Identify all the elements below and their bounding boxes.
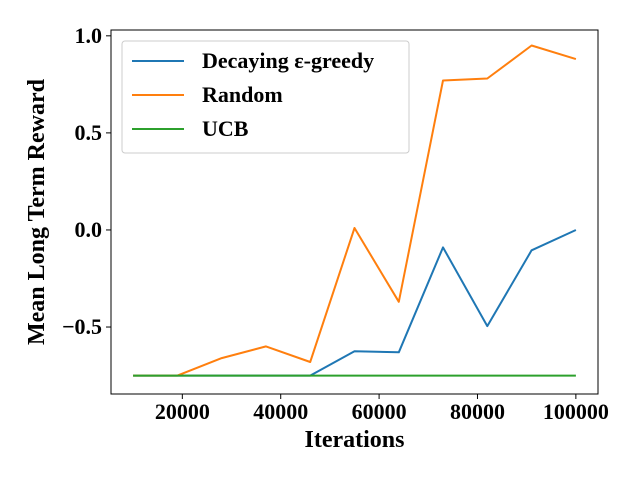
x-tick-label: 60000 xyxy=(352,399,407,424)
x-tick-label: 80000 xyxy=(450,399,505,424)
x-axis-ticks: 20000 40000 60000 80000 100000 xyxy=(155,394,609,424)
x-tick-label: 20000 xyxy=(155,399,210,424)
y-tick-label: 0.0 xyxy=(75,217,103,242)
y-axis-title: Mean Long Term Reward xyxy=(24,78,50,345)
x-tick-label: 40000 xyxy=(253,399,308,424)
series-layer xyxy=(133,44,577,377)
x-axis-title: Iterations xyxy=(305,427,405,453)
y-tick-label: 0.5 xyxy=(75,120,103,145)
series-line-1 xyxy=(133,229,577,377)
x-tick-label: 100000 xyxy=(543,399,609,424)
legend-label-2: Random xyxy=(202,82,283,107)
legend-label-1: Decaying ε-greedy xyxy=(202,48,374,73)
series-line-2 xyxy=(133,44,577,377)
y-tick-label: 1.0 xyxy=(75,23,103,48)
y-axis-ticks: −0.5 0.0 0.5 1.0 xyxy=(62,23,111,339)
legend-box xyxy=(121,40,410,154)
legend: Decaying ε-greedy Random UCB xyxy=(121,40,410,154)
legend-label-3: UCB xyxy=(202,116,249,141)
plot-frame xyxy=(110,29,599,395)
y-tick-label: −0.5 xyxy=(62,314,102,339)
